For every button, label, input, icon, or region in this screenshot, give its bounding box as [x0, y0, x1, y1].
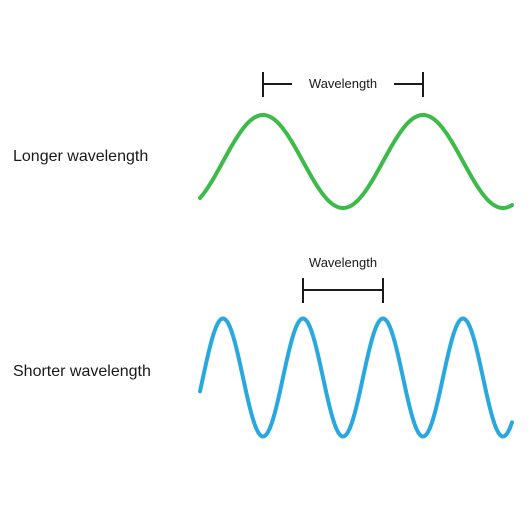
shorter-wavelength-bracket [302, 278, 384, 303]
shorter-wavelength-label: Shorter wavelength [13, 363, 151, 380]
longer-wavelength-marker-label: Wavelength [308, 76, 378, 91]
longer-wavelength-label: Longer wavelength [13, 148, 149, 165]
shorter-wavelength-marker-label: Wavelength [308, 255, 378, 270]
longer-wave-curve [198, 112, 514, 211]
shorter-wave-curve [198, 316, 514, 439]
longer-wavelength-bracket [262, 72, 424, 97]
